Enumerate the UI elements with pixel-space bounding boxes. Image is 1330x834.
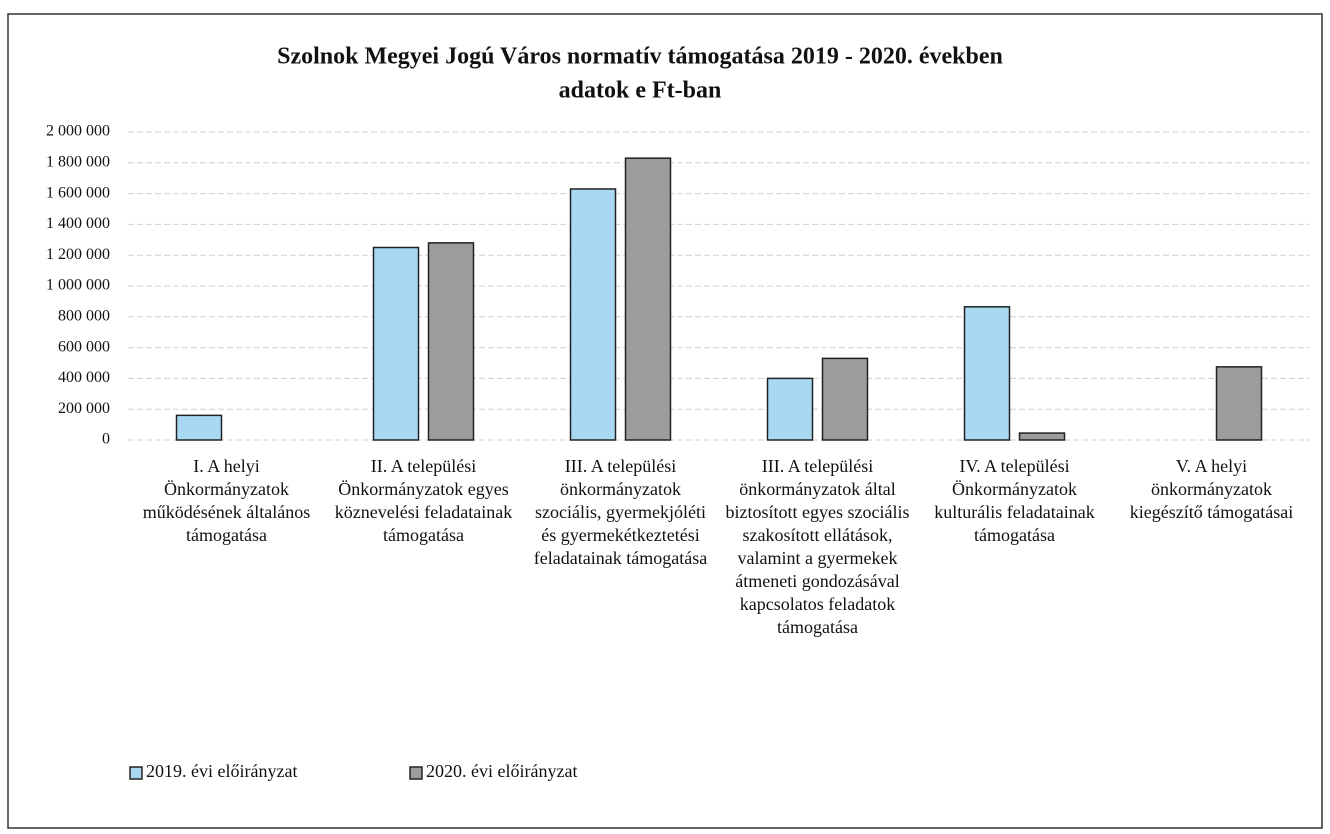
bar bbox=[1018, 432, 1066, 441]
frame bbox=[7, 13, 1323, 829]
y-tick-label: 1 200 000 bbox=[46, 246, 110, 263]
y-tick-label: 600 000 bbox=[58, 338, 110, 355]
x-tick-label: V. A helyi önkormányzatok kiegészítő tám… bbox=[1129, 456, 1294, 522]
bar bbox=[427, 242, 475, 441]
y-tick-label: 200 000 bbox=[58, 400, 110, 417]
bar bbox=[821, 357, 869, 441]
y-tick-label: 1 000 000 bbox=[46, 277, 110, 294]
legend-swatch bbox=[409, 766, 423, 780]
bar bbox=[569, 188, 617, 441]
chart-subtitle: adatok e Ft-ban bbox=[559, 78, 722, 104]
bar bbox=[175, 414, 223, 441]
x-tick-label: III. A települési önkormányzatok szociál… bbox=[533, 456, 708, 568]
x-tick-label: II. A települési Önkormányzatok egyes kö… bbox=[334, 456, 513, 545]
y-tick-label: 1 400 000 bbox=[46, 215, 110, 232]
legend-label: 2020. évi előirányzat bbox=[426, 761, 577, 781]
y-tick-label: 800 000 bbox=[58, 307, 110, 324]
bar bbox=[372, 246, 420, 441]
x-tick-label: IV. A települési Önkormányzatok kulturál… bbox=[934, 456, 1095, 545]
y-tick-label: 1 600 000 bbox=[46, 184, 110, 201]
legend-swatch bbox=[129, 766, 143, 780]
bar bbox=[766, 377, 814, 441]
y-tick-label: 400 000 bbox=[58, 369, 110, 386]
x-tick-label: III. A települési önkormányzatok által b… bbox=[725, 456, 910, 637]
y-tick-label: 0 bbox=[102, 431, 110, 448]
chart-title: Szolnok Megyei Jogú Város normatív támog… bbox=[277, 44, 1003, 70]
legend-label: 2019. évi előirányzat bbox=[146, 761, 297, 781]
bar bbox=[963, 306, 1011, 441]
y-tick-label: 2 000 000 bbox=[46, 123, 110, 140]
bar bbox=[624, 157, 672, 441]
bar bbox=[1215, 366, 1263, 441]
y-tick-label: 1 800 000 bbox=[46, 153, 110, 170]
x-tick-label: I. A helyi Önkormányzatok működésének ál… bbox=[142, 456, 311, 545]
